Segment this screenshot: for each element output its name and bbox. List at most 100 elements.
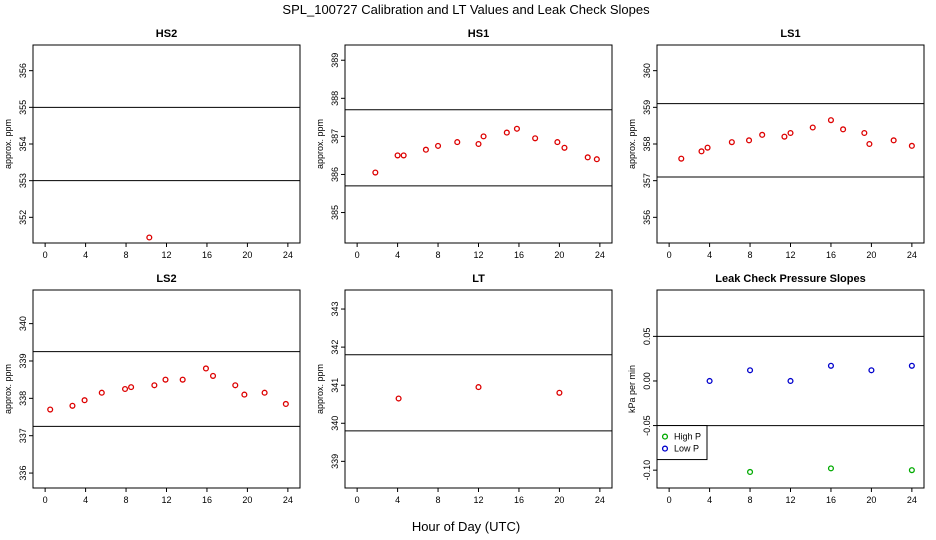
x-tick-label: 8 bbox=[124, 495, 129, 505]
x-tick-label: 16 bbox=[826, 495, 836, 505]
y-tick-label: 354 bbox=[18, 136, 28, 151]
panel-hs1: HS1 0 4 8 12 16 20 24 385 386 387 388 389 approx. ppm bbox=[315, 28, 613, 260]
x-tick-label: 12 bbox=[473, 250, 483, 260]
data-point bbox=[128, 384, 135, 391]
data-point bbox=[787, 377, 794, 385]
y-tick-label: 340 bbox=[18, 316, 28, 331]
data-point bbox=[746, 468, 754, 475]
x-tick-label: 4 bbox=[395, 495, 400, 505]
data-point bbox=[840, 126, 847, 133]
panel-ls2: LS2 0 4 8 12 16 20 24 336 337 338 339 340 approx. ppm bbox=[3, 273, 301, 505]
data-point bbox=[81, 397, 88, 404]
x-tick-label: 8 bbox=[436, 495, 441, 505]
panel-title: HS1 bbox=[468, 28, 489, 40]
data-point bbox=[121, 385, 129, 393]
x-tick-label: 4 bbox=[707, 495, 712, 505]
x-tick-label: 8 bbox=[748, 495, 753, 505]
y-tick-label: 356 bbox=[642, 210, 652, 225]
x-tick-label: 4 bbox=[707, 250, 712, 260]
data-point bbox=[561, 144, 568, 151]
y-tick-label: 388 bbox=[330, 91, 340, 106]
x-tick-label: 20 bbox=[866, 250, 876, 260]
y-tick-label: -0.05 bbox=[642, 415, 652, 436]
data-point bbox=[394, 152, 401, 159]
x-tick-label: 12 bbox=[785, 495, 795, 505]
y-tick-label: 386 bbox=[330, 167, 340, 182]
x-tick-label: 8 bbox=[748, 250, 753, 260]
data-point bbox=[908, 467, 915, 474]
figure-title: SPL_100727 Calibration and LT Values and… bbox=[282, 2, 650, 17]
data-point bbox=[781, 133, 788, 140]
y-tick-label: 357 bbox=[642, 173, 652, 188]
y-tick-label: 341 bbox=[330, 378, 340, 393]
y-tick-label: -0.10 bbox=[642, 460, 652, 481]
data-point bbox=[232, 382, 239, 389]
data-point bbox=[809, 124, 816, 131]
y-tick-label: 343 bbox=[330, 302, 340, 317]
y-axis-title: approx. ppm bbox=[3, 119, 13, 169]
data-point bbox=[704, 144, 711, 151]
y-tick-label: 353 bbox=[18, 173, 28, 188]
x-tick-label: 20 bbox=[242, 250, 252, 260]
x-tick-label: 20 bbox=[866, 495, 876, 505]
data-point bbox=[868, 367, 875, 374]
data-point bbox=[745, 137, 753, 144]
y-tick-label: 355 bbox=[18, 100, 28, 115]
data-point bbox=[556, 389, 563, 396]
x-tick-label: 24 bbox=[283, 495, 293, 505]
data-point bbox=[827, 117, 835, 124]
panels-group: HS2 0 4 8 12 16 20 24 352 353 354 355 356 approx. ppm… bbox=[3, 28, 925, 505]
data-point bbox=[866, 140, 873, 148]
data-point bbox=[146, 234, 153, 241]
data-point bbox=[787, 129, 794, 137]
y-tick-label: 342 bbox=[330, 340, 340, 355]
data-point bbox=[746, 367, 754, 374]
data-point bbox=[532, 135, 539, 142]
panel-hs2: HS2 0 4 8 12 16 20 24 352 353 354 355 356 approx. ppm bbox=[3, 28, 301, 260]
x-tick-label: 12 bbox=[473, 495, 483, 505]
panel-title: LS1 bbox=[780, 28, 800, 40]
x-tick-label: 12 bbox=[785, 250, 795, 260]
x-tick-label: 8 bbox=[436, 250, 441, 260]
data-point bbox=[400, 152, 407, 159]
x-tick-label: 20 bbox=[242, 495, 252, 505]
x-tick-label: 0 bbox=[667, 495, 672, 505]
y-tick-label: 338 bbox=[18, 391, 28, 406]
panel-title: LT bbox=[472, 273, 485, 285]
plot-frame bbox=[32, 44, 301, 244]
data-point bbox=[584, 154, 591, 161]
y-tick-label: 352 bbox=[18, 210, 28, 225]
x-tick-label: 20 bbox=[554, 495, 564, 505]
legend-box bbox=[656, 425, 708, 461]
x-tick-label: 24 bbox=[283, 250, 293, 260]
x-tick-label: 0 bbox=[667, 250, 672, 260]
panel-leak-check-pressure-slopes: Leak Check Pressure Slopes 0 4 8 12 16 20 24 -0.… bbox=[627, 273, 925, 505]
data-point bbox=[678, 155, 685, 162]
data-point bbox=[241, 391, 248, 398]
plot-frame bbox=[656, 44, 925, 244]
data-point bbox=[209, 372, 217, 379]
x-tick-label: 12 bbox=[161, 250, 171, 260]
data-point bbox=[151, 382, 158, 389]
data-point bbox=[759, 131, 766, 138]
x-tick-label: 12 bbox=[161, 495, 171, 505]
data-point bbox=[827, 465, 835, 472]
y-tick-label: 336 bbox=[18, 466, 28, 481]
y-tick-label: 340 bbox=[330, 416, 340, 431]
y-tick-label: 0.00 bbox=[642, 372, 652, 390]
y-tick-label: 389 bbox=[330, 53, 340, 68]
y-tick-label: 356 bbox=[18, 63, 28, 78]
x-tick-label: 16 bbox=[514, 250, 524, 260]
data-point bbox=[908, 362, 915, 369]
data-point bbox=[861, 129, 868, 137]
plot-frame bbox=[344, 44, 613, 244]
panel-lt: LT 0 4 8 12 16 20 24 339 340 341 342 343 approx. ppm bbox=[315, 273, 613, 505]
y-tick-label: 387 bbox=[330, 129, 340, 144]
panel-title: HS2 bbox=[156, 28, 177, 40]
y-tick-label: 359 bbox=[642, 100, 652, 115]
data-point bbox=[454, 139, 461, 146]
x-tick-label: 0 bbox=[355, 495, 360, 505]
data-point bbox=[395, 395, 402, 402]
y-tick-label: 339 bbox=[18, 353, 28, 368]
